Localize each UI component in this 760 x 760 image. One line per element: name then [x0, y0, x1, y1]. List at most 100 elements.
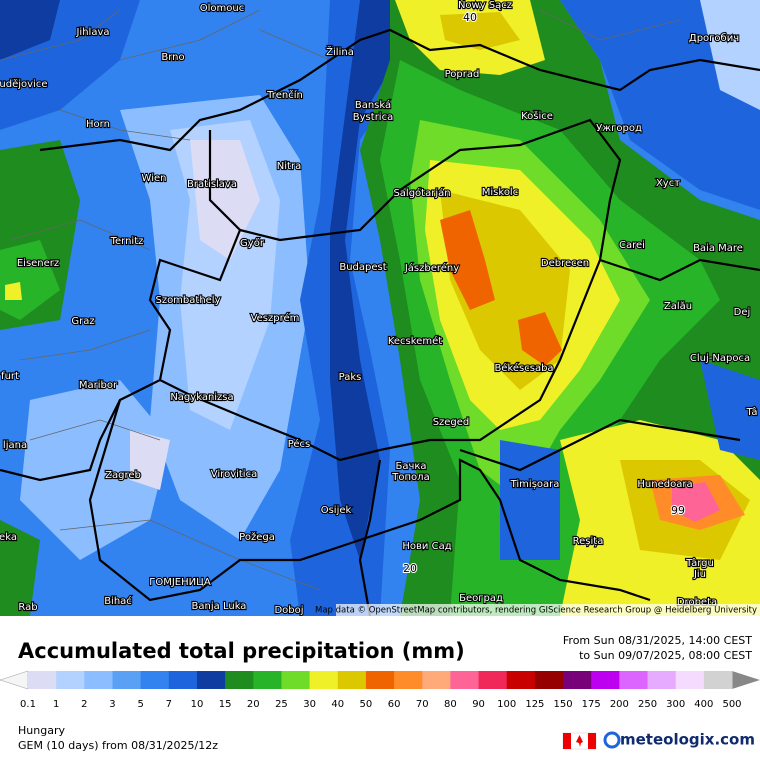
legend-swatch — [422, 671, 451, 689]
city-label: Дрогобич — [689, 33, 739, 44]
legend-swatch — [394, 671, 423, 689]
rain-area — [130, 430, 170, 490]
legend-swatch — [140, 671, 170, 689]
city-label: Tâ — [745, 406, 757, 418]
city-label: Нови Сад — [402, 541, 451, 552]
city-label: Győr — [240, 237, 265, 249]
legend-swatch — [703, 671, 733, 689]
city-label: Szeged — [433, 417, 470, 428]
brand: meteologix.com — [620, 731, 755, 749]
legend-arrow-low — [0, 670, 29, 690]
date-to: to Sun 09/07/2025, 08:00 CEST — [579, 649, 752, 662]
legend-label: 80 — [444, 699, 457, 710]
city-label: furt — [1, 371, 19, 382]
city-label: Banja Luka — [192, 601, 247, 612]
city-label: Бачка — [395, 461, 426, 472]
rain-area — [672, 482, 720, 522]
legend-label: 150 — [553, 699, 572, 710]
city-label: Požega — [239, 531, 275, 543]
legend-label: 1 — [53, 699, 59, 710]
city-label: Топола — [391, 472, 429, 483]
legend-label: 25 — [275, 699, 288, 710]
precip-value: 40 — [463, 11, 477, 24]
city-label: Pécs — [288, 438, 311, 450]
city-label: Doboj — [274, 605, 303, 616]
map: Olomouc Nowy Sącz Дрогобич Jihlava Brno Žilin… — [0, 0, 760, 616]
city-label: ГОМЈЕНИЦА — [149, 577, 211, 588]
city-label: Dej — [734, 307, 751, 318]
attribution: Map data © OpenStreetMap contributors, r… — [315, 606, 757, 616]
city-label: Cluj-Napoca — [690, 353, 750, 364]
legend-swatch — [647, 671, 677, 689]
city-label: Brno — [161, 52, 184, 63]
legend-label: 250 — [638, 699, 657, 710]
rain-area — [700, 360, 760, 460]
legend-swatch — [337, 671, 367, 689]
city-label: Jihlava — [75, 27, 109, 38]
legend-swatch — [28, 671, 57, 689]
legend-label: 15 — [219, 699, 232, 710]
precip-value: 99 — [671, 504, 685, 517]
legend-swatch — [365, 671, 395, 689]
legend-swatch — [675, 671, 705, 689]
city-label: Debrecen — [541, 258, 589, 269]
city-label: Veszprém — [251, 312, 300, 324]
legend-label: 0.1 — [20, 699, 36, 710]
legend-label: 40 — [331, 699, 344, 710]
city-label: Paks — [339, 372, 362, 383]
legend-swatch — [225, 671, 254, 689]
rain-area — [500, 440, 560, 560]
title: Accumulated total precipitation (mm) — [18, 639, 465, 663]
rain-area — [560, 0, 760, 210]
border-line — [358, 258, 760, 616]
legend-label: 300 — [666, 699, 685, 710]
city-label: Carei — [619, 240, 645, 251]
city-label: Graz — [71, 316, 94, 327]
city-label: Nitra — [277, 161, 301, 172]
legend-label: 100 — [497, 699, 516, 710]
legend-swatch — [253, 671, 282, 689]
legend-label: 125 — [525, 699, 544, 710]
legend-label: 20 — [247, 699, 260, 710]
legend-label: 90 — [472, 699, 485, 710]
brand-logo — [603, 731, 621, 749]
city-label: Trenčín — [266, 89, 303, 101]
city-label: Београд — [459, 593, 503, 604]
city-label: Kecskemét — [388, 335, 442, 347]
city-label: Bystrica — [353, 112, 393, 123]
city-label: Jászberény — [404, 262, 459, 274]
city-label: Nagykanizsa — [170, 392, 233, 403]
city-label: Baia Mare — [693, 243, 743, 254]
city-label: Ужгород — [596, 123, 642, 134]
city-label: Hunedoara — [637, 479, 692, 490]
city-label: Banská — [355, 99, 391, 111]
legend-label: 7 — [166, 699, 172, 710]
legend-swatch — [56, 671, 85, 689]
legend-label: 200 — [610, 699, 629, 710]
city-label: Jiu — [693, 569, 706, 580]
legend-label: 10 — [191, 699, 204, 710]
city-label: Maribor — [79, 380, 118, 391]
city-label: Žilina — [326, 45, 354, 58]
legend-label: 3 — [109, 699, 115, 710]
city-label: Reșița — [573, 536, 604, 547]
rain-area — [290, 0, 420, 616]
legend-label: 2 — [81, 699, 87, 710]
legend-label: 5 — [137, 699, 143, 710]
legend-swatch — [619, 671, 649, 689]
rain-area — [700, 0, 760, 110]
legend-swatch — [309, 671, 339, 689]
legend-label: 500 — [722, 699, 741, 710]
city-label: eka — [0, 532, 17, 543]
city-label: Bratislava — [187, 179, 237, 190]
city-label: Osijek — [321, 505, 352, 516]
border-line — [159, 118, 622, 462]
legend-swatch — [196, 671, 226, 689]
map-labels: Olomouc Nowy Sącz Дрогобич Jihlava Brno Žilin… — [0, 0, 759, 616]
rain-area — [330, 0, 400, 560]
city-label: Târgu — [685, 557, 714, 569]
city-label: Miskolc — [482, 187, 518, 198]
legend-swatch — [534, 671, 564, 689]
city-label: Budějovice — [0, 78, 47, 90]
